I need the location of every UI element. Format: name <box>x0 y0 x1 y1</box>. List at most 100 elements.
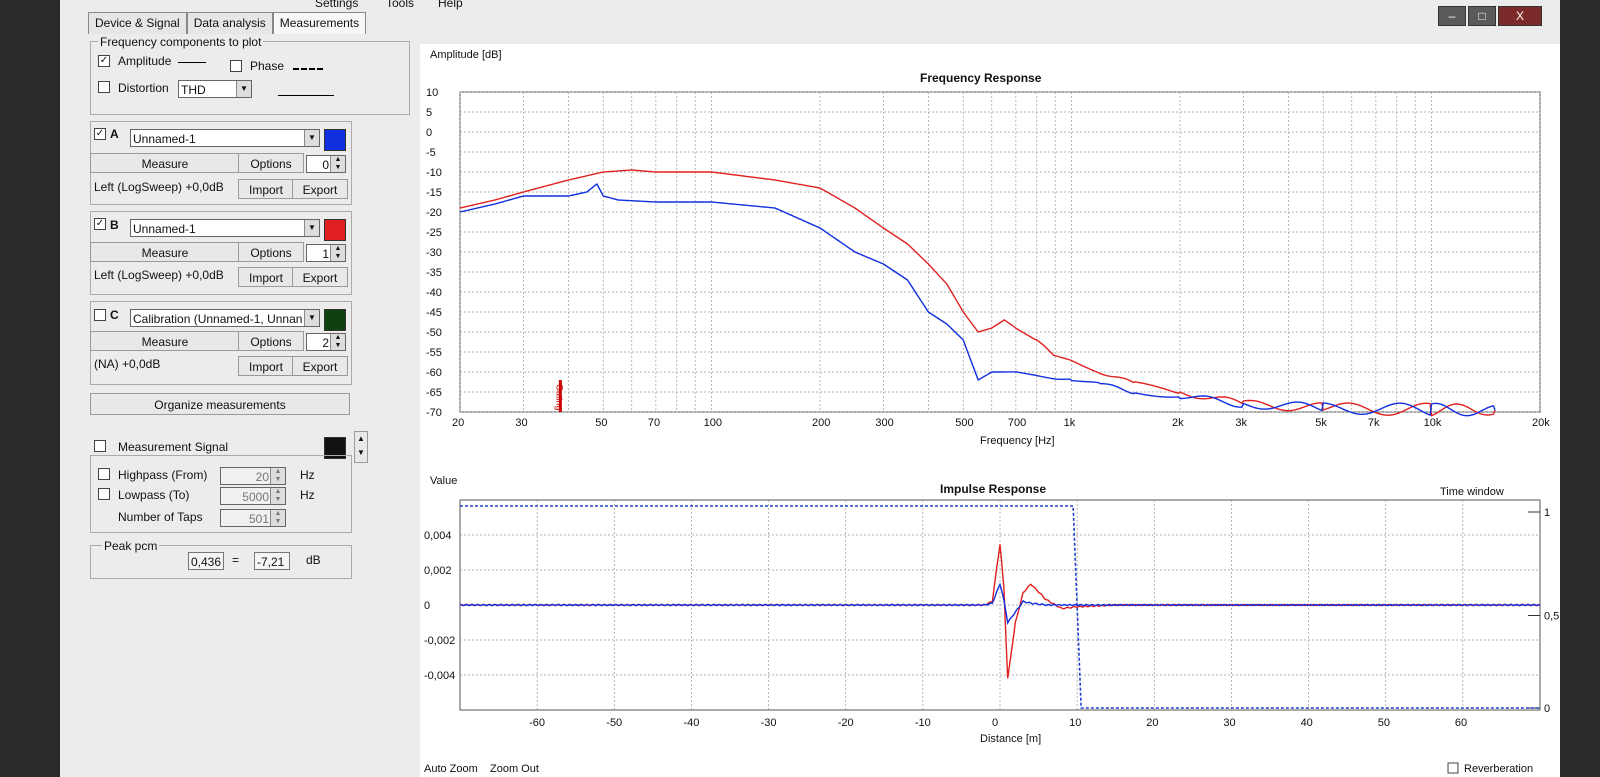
measurement-b-options-button[interactable]: Options <box>238 242 304 262</box>
lowpass-checkbox[interactable] <box>98 488 110 500</box>
impulse-chart-title: Impulse Response <box>940 482 1046 496</box>
phase-line-sample <box>293 68 323 70</box>
impulse-x-tick-label: 60 <box>1455 717 1467 729</box>
measurement-b-checkbox[interactable]: ✓ <box>94 218 106 230</box>
reverberation-checkbox <box>1447 762 1459 774</box>
distortion-line-sample <box>278 95 334 96</box>
measurement-c-import-button[interactable]: Import <box>238 356 294 376</box>
freq-x-tick-label: 3k <box>1235 417 1247 429</box>
spinner-arrows-icon[interactable]: ▲ ▼ <box>270 488 285 504</box>
scroll-arrows-icon[interactable]: ▲ ▼ <box>354 431 368 463</box>
measurement-c-index-spinner[interactable]: 2 ▲ ▼ <box>306 333 346 351</box>
peak-group <box>90 545 352 579</box>
measurement-b-color-swatch[interactable] <box>324 219 346 241</box>
spinner-arrows-icon[interactable]: ▲ ▼ <box>330 245 345 261</box>
distortion-select[interactable]: THD ▼ <box>178 80 252 98</box>
measurement-c-checkbox[interactable] <box>94 309 106 321</box>
tab-data-analysis[interactable]: Data analysis <box>186 12 273 34</box>
distortion-checkbox[interactable] <box>98 81 110 93</box>
measurement-a-select[interactable]: Unnamed-1 ▼ <box>130 129 320 147</box>
freq-x-tick-label: 5k <box>1315 417 1327 429</box>
measurement-a-options-button[interactable]: Options <box>238 153 304 173</box>
freq-y-tick-label: -65 <box>426 387 442 399</box>
highpass-label: Highpass (From) <box>118 468 208 482</box>
plots-canvas[interactable]: 1050-5-10-15-20-25-30-35-40-45-50-55-60-… <box>420 44 1560 777</box>
tab-measurements[interactable]: Measurements <box>272 12 367 34</box>
lowpass-value: 5000 <box>242 490 269 504</box>
taps-spinner[interactable]: 501 ▲ ▼ <box>220 509 286 527</box>
measurement-c-letter: C <box>110 308 119 322</box>
time-window-tick-label: 0,5 <box>1544 611 1559 623</box>
impulse-y-tick-label: 0 <box>424 600 430 612</box>
measurement-b-import-button[interactable]: Import <box>238 267 294 287</box>
zoom-out-button: Zoom Out <box>490 763 539 775</box>
measurement-c-measure-button[interactable]: Measure <box>90 331 240 351</box>
spinner-arrows-icon[interactable]: ▲ ▼ <box>270 468 285 484</box>
freq-y-tick-label: -55 <box>426 347 442 359</box>
menu-tools[interactable]: Tools <box>386 0 415 10</box>
chevron-down-icon: ▼ <box>304 130 319 146</box>
spinner-arrows-icon[interactable]: ▲ ▼ <box>270 510 285 526</box>
organize-measurements-button[interactable]: Organize measurements <box>90 393 350 415</box>
measurement-a-index-spinner[interactable]: 0 ▲ ▼ <box>306 155 346 173</box>
taps-label: Number of Taps <box>118 510 203 524</box>
freq-x-tick-label: 7k <box>1368 417 1380 429</box>
time-window-label: Time window <box>1440 486 1504 498</box>
impulse-x-tick-label: -40 <box>683 717 699 729</box>
measurement-signal-checkbox[interactable] <box>94 440 106 452</box>
measurement-a-color-swatch[interactable] <box>324 129 346 151</box>
freq-y-axis-title: Amplitude [dB] <box>430 49 502 61</box>
impulse-series-1 <box>460 582 1540 626</box>
maximize-icon[interactable]: □ <box>1468 6 1496 26</box>
lowpass-spinner[interactable]: 5000 ▲ ▼ <box>220 487 286 505</box>
time-window-curve <box>460 505 1540 709</box>
measurement-c-color-swatch[interactable] <box>324 309 346 331</box>
spinner-arrows-icon[interactable]: ▲ ▼ <box>330 156 345 172</box>
measurement-c-options-button[interactable]: Options <box>238 331 304 351</box>
freq-x-tick-label: 700 <box>1008 417 1026 429</box>
window-controls: – □ X <box>1438 6 1542 26</box>
menu-help[interactable]: Help <box>438 0 463 10</box>
impulse-x-tick-label: 0 <box>992 717 998 729</box>
freq-x-tick-label: 20k <box>1532 417 1550 429</box>
measurement-b-index-spinner[interactable]: 1 ▲ ▼ <box>306 244 346 262</box>
highpass-checkbox[interactable] <box>98 468 110 480</box>
freq-x-tick-label: 300 <box>875 417 893 429</box>
measurement-b-measure-button[interactable]: Measure <box>90 242 240 262</box>
impulse-x-tick-label: 20 <box>1146 717 1158 729</box>
app-window: Settings Tools Help – □ X Device & Signa… <box>60 0 1560 777</box>
spinner-arrows-icon[interactable]: ▲ ▼ <box>330 334 345 350</box>
auto-zoom-button: Auto Zoom <box>424 763 478 775</box>
freq-x-tick-label: 1k <box>1064 417 1076 429</box>
measurement-c-export-button[interactable]: Export <box>292 356 348 376</box>
measurement-c-select[interactable]: Calibration (Unnamed-1, Unnan ▼ <box>130 309 320 327</box>
impulse-y-axis-title: Value <box>430 475 457 487</box>
tab-bar: Device & Signal Data analysis Measuremen… <box>88 12 367 34</box>
amplitude-label: Amplitude <box>118 54 172 68</box>
impulse-y-tick-label: 0,002 <box>424 565 452 577</box>
measurement-b-index: 1 <box>322 247 329 261</box>
measurement-a-measure-button[interactable]: Measure <box>90 153 240 173</box>
measurement-b-export-button[interactable]: Export <box>292 267 348 287</box>
measurement-a-export-button[interactable]: Export <box>292 179 348 199</box>
highpass-spinner[interactable]: 20 ▲ ▼ <box>220 467 286 485</box>
chevron-down-icon: ▼ <box>304 220 319 236</box>
time-window-tick-label: 0 <box>1544 703 1550 715</box>
impulse-x-tick-label: 30 <box>1223 717 1235 729</box>
freq-x-tick-label: 70 <box>648 417 660 429</box>
close-icon[interactable]: X <box>1498 6 1542 26</box>
tab-device-signal[interactable]: Device & Signal <box>88 12 187 34</box>
measurement-a-checkbox[interactable]: ✓ <box>94 128 106 140</box>
measurement-c-name: Calibration (Unnamed-1, Unnan <box>133 312 303 326</box>
measurement-b-select[interactable]: Unnamed-1 ▼ <box>130 219 320 237</box>
impulse-y-tick-label: -0,002 <box>424 635 455 647</box>
freq-components-title: Frequency components to plot <box>98 35 264 49</box>
phase-checkbox[interactable] <box>230 60 242 72</box>
minimize-icon[interactable]: – <box>1438 6 1466 26</box>
measurement-signal-title: Measurement Signal <box>118 440 229 454</box>
signal-color-swatch[interactable] <box>324 437 346 459</box>
peak-pcm-value: 0,436 <box>188 552 224 570</box>
amplitude-checkbox[interactable]: ✓ <box>98 55 110 67</box>
measurement-a-import-button[interactable]: Import <box>238 179 294 199</box>
menu-settings[interactable]: Settings <box>315 0 359 10</box>
